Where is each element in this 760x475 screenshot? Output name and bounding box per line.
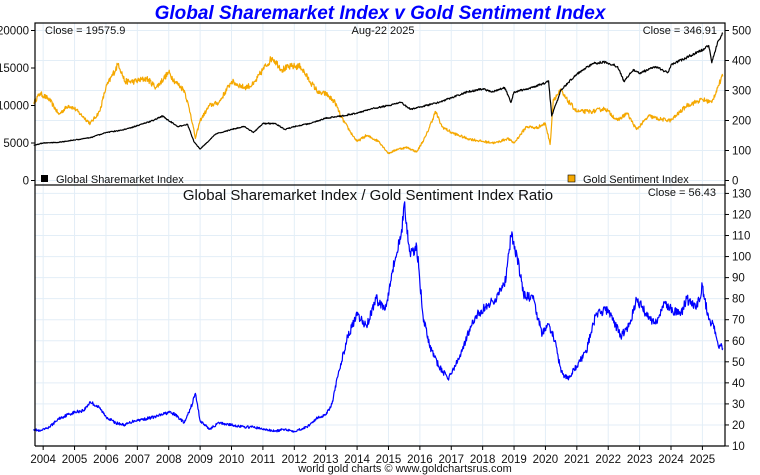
ratio-subtitle: Global Sharemarket Index / Gold Sentimen… <box>183 187 553 204</box>
ratio-tick-label: 60 <box>732 336 745 348</box>
left-tick-label: 10000 <box>0 101 29 113</box>
x-tick-label: 2018 <box>470 454 496 466</box>
x-tick-label: 2015 <box>376 454 402 466</box>
right-tick-label: 200 <box>732 116 751 128</box>
ratio-tick-label: 10 <box>732 441 745 453</box>
right-tick-label: 400 <box>732 56 751 68</box>
left-tick-label: 0 <box>23 176 29 188</box>
bottom-panel-grid <box>35 185 725 447</box>
ratio-close-label: Close = 56.43 <box>648 187 716 199</box>
date-label: Aug-22 2025 <box>352 25 415 37</box>
ratio-tick-label: 120 <box>732 209 751 221</box>
x-tick-label: 2006 <box>93 454 119 466</box>
sharemarket-line <box>33 32 724 150</box>
right-tick-label: 500 <box>732 26 751 38</box>
footer-credit: world gold charts © www.goldchartsrus.co… <box>297 463 512 475</box>
right-tick-label: 100 <box>732 146 751 158</box>
ratio-tick-label: 50 <box>732 357 745 369</box>
gold-sentiment-line <box>33 56 724 155</box>
ratio-tick-label: 70 <box>732 315 745 327</box>
top-panel-grid <box>35 23 725 185</box>
x-tick-label: 2019 <box>501 454 527 466</box>
ratio-tick-label: 130 <box>732 188 751 200</box>
x-tick-label: 2008 <box>156 454 182 466</box>
left-tick-label: 5000 <box>3 138 29 150</box>
right-tick-label: 0 <box>732 176 738 188</box>
x-tick-label: 2024 <box>658 454 684 466</box>
x-tick-label: 2004 <box>30 454 56 466</box>
x-tick-label: 2013 <box>313 454 339 466</box>
left-close-label: Close = 19575.9 <box>45 25 125 37</box>
x-tick-label: 2017 <box>438 454 464 466</box>
x-tick-label: 2009 <box>187 454 213 466</box>
x-tick-label: 2023 <box>627 454 653 466</box>
ratio-line <box>33 201 724 433</box>
ratio-tick-label: 100 <box>732 252 751 264</box>
x-tick-label: 2021 <box>564 454 590 466</box>
axes: 2004 2005 2006 2007 2008 2009 2010 2011 2012 2013… <box>0 26 751 467</box>
left-tick-label: 15000 <box>0 63 29 75</box>
legend-label-sharemarket: Global Sharemarket Index <box>56 174 184 186</box>
ratio-tick-label: 90 <box>732 273 745 285</box>
left-tick-label: 20000 <box>0 26 29 38</box>
legend-swatch-gold <box>567 174 576 183</box>
series-lines <box>33 32 724 433</box>
ratio-tick-label: 30 <box>732 399 745 411</box>
legend-swatch-sharemarket <box>41 175 48 182</box>
x-tick-label: 2010 <box>219 454 245 466</box>
top-panel-frame <box>34 22 726 186</box>
ratio-tick-label: 80 <box>732 294 745 306</box>
right-tick-label: 300 <box>732 86 751 98</box>
x-tick-label: 2025 <box>690 454 716 466</box>
legend-label-gold: Gold Sentiment Index <box>583 174 689 186</box>
right-close-label: Close = 346.91 <box>643 25 717 37</box>
x-tick-label: 2007 <box>125 454 151 466</box>
x-tick-label: 2014 <box>344 454 370 466</box>
x-tick-label: 2012 <box>282 454 308 466</box>
chart-title: Global Sharemarket Index v Gold Sentimen… <box>155 3 607 24</box>
x-tick-label: 2020 <box>533 454 559 466</box>
ratio-tick-label: 40 <box>732 378 745 390</box>
x-tick-label: 2011 <box>251 454 276 466</box>
ratio-tick-label: 20 <box>732 420 745 432</box>
x-tick-label: 2016 <box>407 454 433 466</box>
x-tick-label: 2022 <box>595 454 621 466</box>
x-tick-label: 2005 <box>62 454 88 466</box>
ratio-tick-label: 110 <box>732 231 750 243</box>
